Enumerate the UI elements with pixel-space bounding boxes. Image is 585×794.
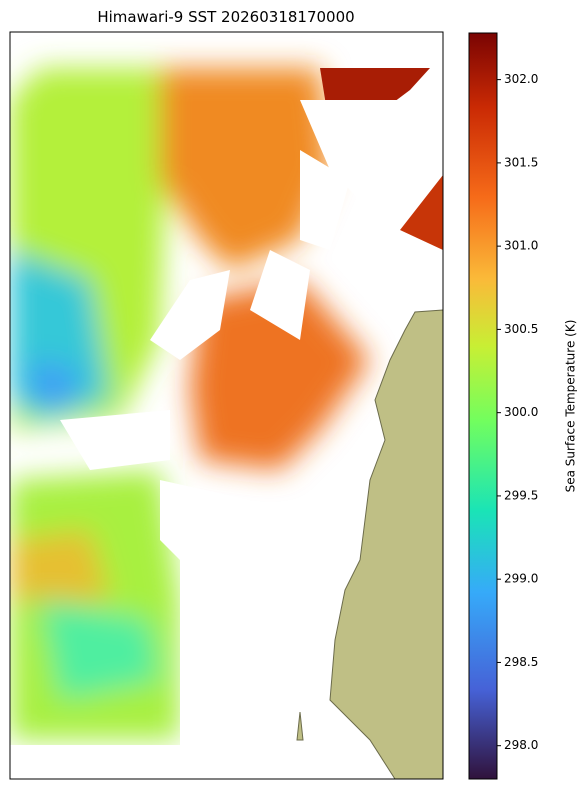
colorbar-scale	[468, 32, 498, 780]
colorbar-tick-label: 301.5	[504, 155, 538, 169]
colorbar-label: Sea Surface Temperature (K)	[564, 320, 578, 493]
colorbar-tick-label: 299.0	[504, 572, 538, 586]
colorbar-tick-label: 301.0	[504, 239, 538, 253]
map-title: Himawari-9 SST 20260318170000	[97, 8, 354, 26]
colorbar-tick-label: 302.0	[504, 72, 538, 86]
colorbar-tick-label: 300.0	[504, 405, 538, 419]
colorbar: 298.0 298.5 299.0 299.5 300.0 300.5 301.0 301.5…	[468, 32, 538, 780]
colorbar-tick-label: 298.5	[504, 655, 538, 669]
sst-field	[9, 31, 444, 780]
colorbar-tick-label: 299.5	[504, 488, 538, 502]
colorbar-tick-label: 298.0	[504, 738, 538, 752]
colorbar-tick-label: 300.5	[504, 322, 538, 336]
